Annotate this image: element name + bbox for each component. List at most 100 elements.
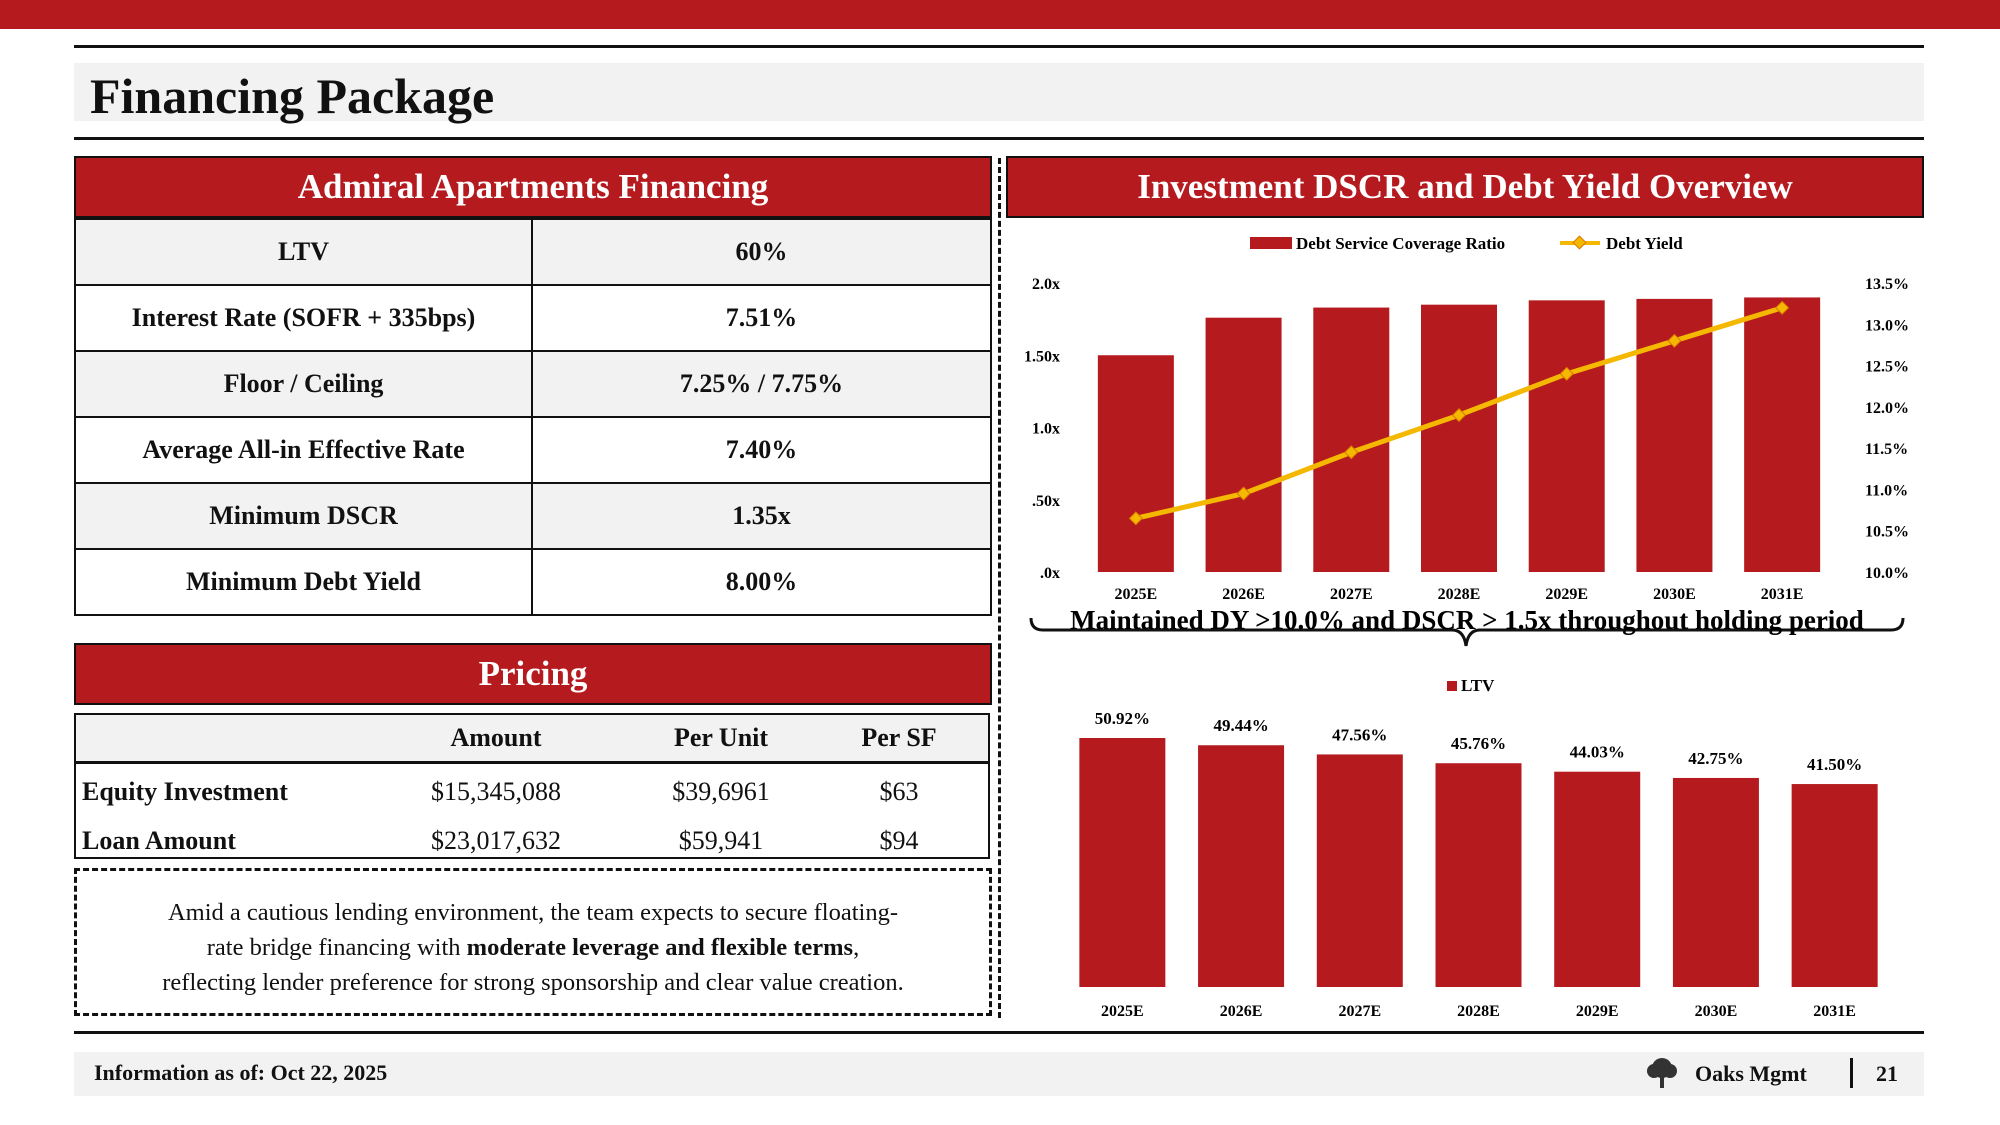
ltv-bar xyxy=(1435,763,1522,987)
x-tick-label: 2029E xyxy=(1576,1003,1619,1020)
y2-tick-label: 12.0% xyxy=(1865,400,1909,417)
row-value: 1.35x xyxy=(531,482,992,550)
x-tick-label: 2031E xyxy=(1761,586,1804,603)
col-header-amount: Amount xyxy=(450,723,542,752)
loan-per-unit: $59,941 xyxy=(678,826,764,855)
ltv-bar xyxy=(1791,784,1878,987)
col-header-per-unit: Per Unit xyxy=(673,723,769,752)
ltv-bar xyxy=(1554,771,1641,987)
x-tick-label: 2027E xyxy=(1338,1003,1381,1020)
footer-date: Information as of: Oct 22, 2025 xyxy=(94,1060,388,1085)
legend-label-dscr: Debt Service Coverage Ratio xyxy=(1296,234,1505,253)
commentary-text: , xyxy=(853,934,860,961)
table-row: LTV 60% xyxy=(74,218,992,286)
y2-tick-label: 12.5% xyxy=(1865,359,1909,376)
row-label: Floor / Ceiling xyxy=(74,350,533,418)
ltv-data-label: 42.75% xyxy=(1688,749,1743,768)
dscr-left-axis: .0x .50x 1.0x 1.50x 2.0x xyxy=(1024,276,1060,582)
row-label: Minimum DSCR xyxy=(74,482,533,550)
y-tick-label: 1.50x xyxy=(1024,348,1060,365)
debt-yield-point xyxy=(1344,445,1359,460)
debt-yield-line xyxy=(1128,300,1790,526)
y2-tick-label: 11.0% xyxy=(1865,482,1908,499)
x-tick-label: 2030E xyxy=(1695,1003,1738,1020)
x-tick-label: 2027E xyxy=(1330,586,1373,603)
pricing-panel-header: Pricing xyxy=(74,643,992,705)
table-row: Interest Rate (SOFR + 335bps) 7.51% xyxy=(74,284,992,352)
row-label-equity: Equity Investment xyxy=(82,777,288,806)
ltv-bar xyxy=(1316,754,1403,987)
ltv-data-label: 49.44% xyxy=(1213,716,1268,735)
row-value: 60% xyxy=(531,218,992,286)
footer-separator xyxy=(1850,1058,1853,1088)
table-row: Minimum DSCR 1.35x xyxy=(74,482,992,550)
x-tick-label: 2028E xyxy=(1438,586,1481,603)
title-band xyxy=(74,63,1924,121)
dscr-bar xyxy=(1421,304,1497,572)
table-row: Minimum Debt Yield 8.00% xyxy=(74,548,992,616)
dscr-x-axis: 2025E 2026E 2027E 2028E 2029E 2030E 2031E xyxy=(1115,586,1804,603)
legend-marker-dy xyxy=(1572,235,1587,250)
equity-per-sf: $63 xyxy=(879,777,919,806)
y2-tick-label: 10.0% xyxy=(1865,565,1909,582)
ltv-data-label: 50.92% xyxy=(1095,709,1150,728)
x-tick-label: 2031E xyxy=(1813,1003,1856,1020)
dscr-bar xyxy=(1097,355,1174,572)
table-row: Floor / Ceiling 7.25% / 7.75% xyxy=(74,350,992,418)
financing-table: LTV 60% Interest Rate (SOFR + 335bps) 7.51… xyxy=(74,218,992,616)
table-row: Average All-in Effective Rate 7.40% xyxy=(74,416,992,484)
bracket-shape xyxy=(1029,617,1905,647)
row-value: 7.51% xyxy=(531,284,992,352)
y-tick-label: .50x xyxy=(1032,493,1060,510)
loan-amount: $23,017,632 xyxy=(431,826,561,855)
brand-name: Oaks Mgmt xyxy=(1695,1061,1807,1086)
ltv-data-label: 41.50% xyxy=(1807,755,1862,774)
chart-caption: Maintained DY >10.0% and DSCR > 1.5x thr… xyxy=(1070,605,1864,635)
row-label: LTV xyxy=(74,218,533,286)
footer-top-rule xyxy=(74,1031,1924,1034)
y2-tick-label: 13.0% xyxy=(1865,317,1909,334)
debt-yield-point xyxy=(1775,300,1790,315)
x-tick-label: 2025E xyxy=(1101,1003,1144,1020)
commentary-box: Amid a cautious lending environment, the… xyxy=(74,868,992,1016)
ltv-data-label: 44.03% xyxy=(1570,743,1625,762)
x-tick-label: 2030E xyxy=(1653,586,1696,603)
pricing-header-row xyxy=(76,715,988,764)
ltv-data-label: 47.56% xyxy=(1332,725,1387,744)
title-bottom-rule xyxy=(74,137,1924,140)
dscr-bars xyxy=(1097,297,1821,572)
row-value: 8.00% xyxy=(531,548,992,616)
legend-swatch-dscr xyxy=(1250,237,1292,249)
debt-yield-point xyxy=(1451,408,1467,423)
commentary-line-1: Amid a cautious lending environment, the… xyxy=(167,899,898,926)
dscr-legend: Debt Service Coverage Ratio Debt Yield xyxy=(1250,234,1683,253)
dscr-bar xyxy=(1313,307,1390,572)
y-tick-label: 1.0x xyxy=(1032,421,1060,438)
ltv-data-labels: 50.92% 49.44% 47.56% 45.76% 44.03% 42.75% 41.5… xyxy=(1095,709,1863,774)
ltv-bars xyxy=(1079,738,1878,987)
ltv-bar xyxy=(1079,738,1166,987)
y2-tick-label: 13.5% xyxy=(1865,276,1909,293)
chart-panel-header: Investment DSCR and Debt Yield Overview xyxy=(1006,156,1924,218)
commentary-emphasis: moderate leverage and flexible terms xyxy=(466,934,854,961)
x-tick-label: 2025E xyxy=(1115,586,1158,603)
dscr-right-axis: 10.0% 10.5% 11.0% 11.5% 12.0% 12.5% 13.0% 13.5% xyxy=(1865,276,1909,582)
financing-panel-header: Admiral Apartments Financing xyxy=(74,156,992,218)
row-label-loan: Loan Amount xyxy=(82,826,236,855)
footer-band xyxy=(74,1052,1924,1096)
page-title: Financing Package xyxy=(90,68,495,124)
loan-per-sf: $94 xyxy=(879,826,919,855)
x-tick-label: 2026E xyxy=(1220,1003,1263,1020)
ltv-data-label: 45.76% xyxy=(1451,734,1506,753)
ltv-bar xyxy=(1198,745,1285,987)
y2-tick-label: 11.5% xyxy=(1865,441,1908,458)
ltv-bar xyxy=(1672,777,1759,987)
column-divider xyxy=(998,158,1001,1018)
dscr-bar xyxy=(1528,300,1605,572)
equity-amount: $15,345,088 xyxy=(431,777,561,806)
row-label: Average All-in Effective Rate xyxy=(74,416,533,484)
pricing-table: Amount Per Unit Per SF Equity Investment… xyxy=(74,713,990,859)
debt-yield-series-line xyxy=(1135,305,1783,521)
equity-per-unit: $39,6961 xyxy=(672,777,770,806)
commentary-line-3: reflecting lender preference for strong … xyxy=(162,969,904,996)
